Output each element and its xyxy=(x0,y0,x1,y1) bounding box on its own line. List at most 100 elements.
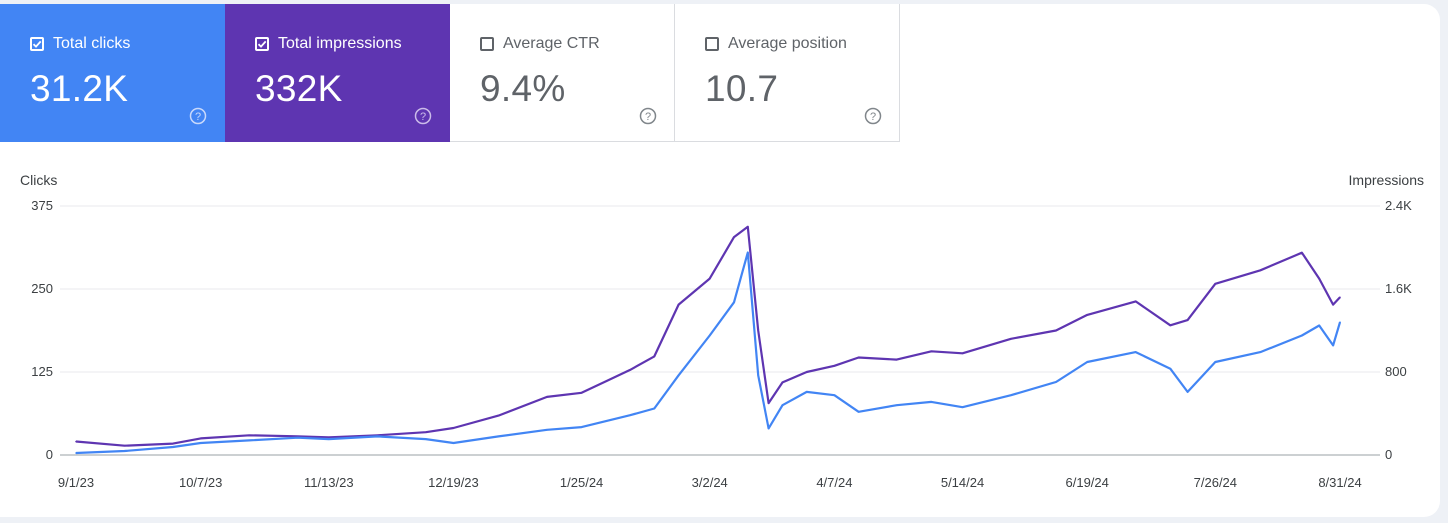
impressions-data-point xyxy=(733,236,735,238)
metric-tile-impressions[interactable]: Total impressions 332K ? xyxy=(225,4,450,142)
clicks-data-point xyxy=(1332,344,1334,347)
metric-tile-clicks[interactable]: Total clicks 31.2K ? xyxy=(0,4,225,142)
x-tick-label: 6/19/24 xyxy=(1066,475,1109,490)
help-icon[interactable]: ? xyxy=(639,107,657,125)
x-tick-label: 1/25/24 xyxy=(560,475,603,490)
impressions-data-point xyxy=(708,277,711,280)
clicks-data-point xyxy=(248,439,250,442)
clicks-data-point xyxy=(857,411,860,413)
x-tick-label: 3/2/24 xyxy=(692,475,728,490)
svg-text:?: ? xyxy=(420,111,426,123)
clicks-data-point xyxy=(1318,324,1321,327)
left-tick-label: 250 xyxy=(31,281,53,296)
impressions-data-point xyxy=(1055,329,1057,332)
impressions-data-point xyxy=(424,431,427,433)
clicks-data-point xyxy=(961,406,964,408)
impressions-data-point xyxy=(328,436,330,439)
help-icon[interactable]: ? xyxy=(414,107,432,125)
checkbox-unchecked-icon[interactable] xyxy=(480,37,494,51)
impressions-data-point xyxy=(961,352,964,355)
clicks-data-point xyxy=(1259,351,1262,353)
metric-header: Total clicks xyxy=(30,35,130,53)
clicks-data-point xyxy=(629,414,631,416)
x-axis-ticks: 9/1/23 10/7/23 11/13/23 12/19/23 1/25/24 3/2/… xyxy=(58,475,1362,490)
clicks-data-point xyxy=(497,435,500,438)
metric-label: Average position xyxy=(728,35,847,52)
series-lines xyxy=(75,225,1342,455)
x-tick-label: 12/19/23 xyxy=(428,475,479,490)
clicks-data-point xyxy=(767,427,770,430)
right-tick-label: 2.4K xyxy=(1385,198,1412,213)
clicks-data-point xyxy=(677,374,680,377)
clicks-data-point xyxy=(1086,361,1088,363)
clicks-data-point xyxy=(1301,334,1303,337)
impressions-data-point xyxy=(123,444,126,447)
impressions-data-point xyxy=(199,437,202,440)
metric-value: 10.7 xyxy=(705,68,779,109)
right-tick-label: 0 xyxy=(1385,447,1392,462)
x-tick-label: 5/14/24 xyxy=(941,475,984,490)
impressions-data-point xyxy=(1169,324,1172,327)
clicks-data-point xyxy=(833,394,836,397)
right-axis-ticks: 0 800 1.6K 2.4K xyxy=(1385,198,1412,462)
x-tick-label: 8/31/24 xyxy=(1318,475,1361,490)
impressions-data-point xyxy=(580,391,583,394)
help-icon[interactable]: ? xyxy=(864,107,882,125)
clicks-data-point xyxy=(199,442,202,444)
impressions-data-point xyxy=(653,355,656,358)
clicks-data-point xyxy=(895,404,898,406)
impressions-data-point xyxy=(677,303,680,306)
impressions-data-point xyxy=(1214,283,1217,285)
performance-chart: Clicks Impressions 0 125 250 375 0 800 1.6K 2.… xyxy=(20,172,1424,490)
impressions-data-point xyxy=(895,358,898,361)
impressions-data-point xyxy=(805,371,808,373)
metric-label: Average CTR xyxy=(503,35,600,52)
clicks-data-point xyxy=(172,446,174,448)
x-tick-label: 10/7/23 xyxy=(179,475,222,490)
clicks-data-point xyxy=(1214,361,1217,363)
metric-label: Total clicks xyxy=(53,35,131,52)
impressions-data-point xyxy=(1339,296,1341,299)
right-tick-label: 1.6K xyxy=(1385,281,1412,296)
left-tick-label: 0 xyxy=(46,447,53,462)
metric-tiles: Total clicks 31.2K ? Total impressions 3… xyxy=(0,4,900,142)
clicks-data-point xyxy=(1339,321,1341,323)
impressions-data-point xyxy=(781,381,784,384)
metric-tile-position[interactable]: Average position 10.7 ? xyxy=(675,4,900,142)
help-icon[interactable]: ? xyxy=(189,107,207,125)
impressions-data-point xyxy=(857,356,860,359)
clicks-data-point xyxy=(1010,394,1012,397)
clicks-data-point xyxy=(452,442,455,444)
clicks-data-point xyxy=(1169,367,1172,370)
impressions-series-line xyxy=(75,225,1341,447)
clicks-data-point xyxy=(75,452,77,454)
impressions-data-point xyxy=(930,350,933,353)
x-tick-label: 9/1/23 xyxy=(58,475,94,490)
clicks-data-point xyxy=(424,438,427,440)
checkbox-checked-icon[interactable] xyxy=(30,37,44,51)
left-axis-ticks: 0 125 250 375 xyxy=(31,198,53,462)
impressions-data-point xyxy=(1010,338,1012,340)
checkbox-checked-icon[interactable] xyxy=(255,37,269,51)
left-tick-label: 375 xyxy=(31,198,53,213)
svg-text:?: ? xyxy=(645,111,651,123)
metric-label: Total impressions xyxy=(278,35,402,52)
checkbox-unchecked-icon[interactable] xyxy=(705,37,719,51)
svg-text:?: ? xyxy=(870,111,876,123)
x-tick-label: 11/13/23 xyxy=(304,475,354,490)
clicks-data-point xyxy=(546,428,548,431)
impressions-data-point xyxy=(75,440,77,443)
clicks-data-point xyxy=(747,251,749,254)
impressions-data-point xyxy=(1259,269,1262,272)
impressions-data-point xyxy=(629,369,631,371)
metric-tile-ctr[interactable]: Average CTR 9.4% ? xyxy=(450,4,675,142)
left-axis-title: Clicks xyxy=(20,172,57,188)
clicks-series-line xyxy=(75,251,1342,455)
gridlines xyxy=(60,205,1380,456)
right-tick-label: 800 xyxy=(1385,364,1407,379)
impressions-data-point xyxy=(172,442,174,445)
metric-header: Average position xyxy=(705,35,847,53)
impressions-data-point xyxy=(1332,303,1334,306)
metric-header: Average CTR xyxy=(480,35,600,53)
impressions-data-point xyxy=(497,414,500,417)
